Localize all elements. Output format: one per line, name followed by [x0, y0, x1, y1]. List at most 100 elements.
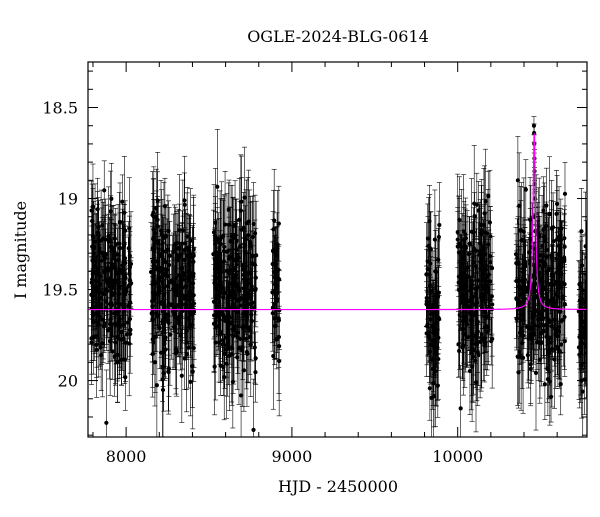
- data-point: [483, 199, 487, 203]
- data-point: [479, 256, 483, 260]
- data-point: [477, 353, 481, 357]
- data-point: [155, 383, 159, 387]
- data-point: [154, 311, 158, 315]
- data-point: [462, 229, 466, 233]
- data-point: [188, 239, 192, 243]
- data-point: [486, 242, 490, 246]
- data-point: [149, 270, 153, 274]
- data-point: [127, 341, 131, 345]
- data-point: [249, 287, 253, 291]
- data-point: [230, 234, 234, 238]
- data-point: [461, 327, 465, 331]
- data-point: [226, 249, 230, 253]
- data-point: [159, 232, 163, 236]
- data-point: [174, 283, 178, 287]
- data-point: [484, 315, 488, 319]
- data-point: [522, 265, 526, 269]
- data-point: [118, 246, 122, 250]
- data-point: [109, 197, 113, 201]
- data-point: [243, 243, 247, 247]
- data-point: [160, 377, 164, 381]
- data-point: [548, 379, 552, 383]
- data-point: [128, 266, 132, 270]
- data-point: [92, 245, 96, 249]
- data-point: [472, 334, 476, 338]
- data-point: [215, 237, 219, 241]
- data-point: [488, 260, 492, 264]
- data-point: [243, 304, 247, 308]
- data-point: [183, 356, 187, 360]
- data-point: [433, 237, 437, 241]
- data-point: [547, 212, 551, 216]
- data-point: [123, 375, 127, 379]
- data-point: [555, 237, 559, 241]
- data-point: [437, 291, 441, 295]
- data-point: [457, 280, 461, 284]
- data-point: [534, 371, 538, 375]
- data-point: [532, 333, 536, 337]
- data-point: [470, 279, 474, 283]
- data-point: [226, 314, 230, 318]
- data-point: [559, 342, 563, 346]
- data-point: [102, 188, 106, 192]
- data-point: [104, 421, 108, 425]
- data-point: [556, 334, 560, 338]
- data-point: [115, 311, 119, 315]
- data-point: [219, 291, 223, 295]
- data-point: [114, 242, 118, 246]
- data-point: [526, 353, 530, 357]
- data-point: [432, 330, 436, 334]
- data-point: [123, 229, 127, 233]
- data-point: [158, 326, 162, 330]
- data-point: [103, 256, 107, 260]
- data-point: [432, 394, 436, 398]
- data-point: [437, 223, 441, 227]
- data-point: [248, 245, 252, 249]
- data-point: [252, 305, 256, 309]
- data-point: [254, 253, 258, 257]
- data-point: [428, 350, 432, 354]
- data-point: [180, 374, 184, 378]
- data-point: [561, 294, 565, 298]
- data-point: [479, 267, 483, 271]
- data-point: [473, 286, 477, 290]
- data-point: [468, 289, 472, 293]
- data-point: [436, 384, 440, 388]
- data-point: [483, 252, 487, 256]
- data-point: [246, 293, 250, 297]
- data-point: [215, 185, 219, 189]
- data-point: [161, 318, 165, 322]
- data-point: [183, 203, 187, 207]
- data-point: [563, 192, 567, 196]
- data-point: [427, 336, 431, 340]
- data-point: [113, 236, 117, 240]
- data-point: [437, 235, 441, 239]
- data-point: [270, 290, 274, 294]
- data-point: [426, 244, 430, 248]
- data-point: [181, 277, 185, 281]
- data-point: [241, 263, 245, 267]
- data-point: [488, 220, 492, 224]
- data-point: [468, 369, 472, 373]
- data-point: [186, 293, 190, 297]
- data-point: [214, 324, 218, 328]
- data-point: [166, 229, 170, 233]
- data-point: [238, 337, 242, 341]
- data-point: [460, 345, 464, 349]
- data-point: [472, 214, 476, 218]
- data-point: [122, 272, 126, 276]
- data-point: [174, 349, 178, 353]
- data-point: [127, 246, 131, 250]
- data-point: [184, 352, 188, 356]
- data-point: [484, 279, 488, 283]
- data-point: [549, 253, 553, 257]
- data-point: [457, 349, 461, 353]
- data-point: [223, 319, 227, 323]
- data-point: [166, 313, 170, 317]
- data-point: [474, 264, 478, 268]
- data-point: [525, 325, 529, 329]
- data-point: [219, 330, 223, 334]
- data-point: [161, 388, 165, 392]
